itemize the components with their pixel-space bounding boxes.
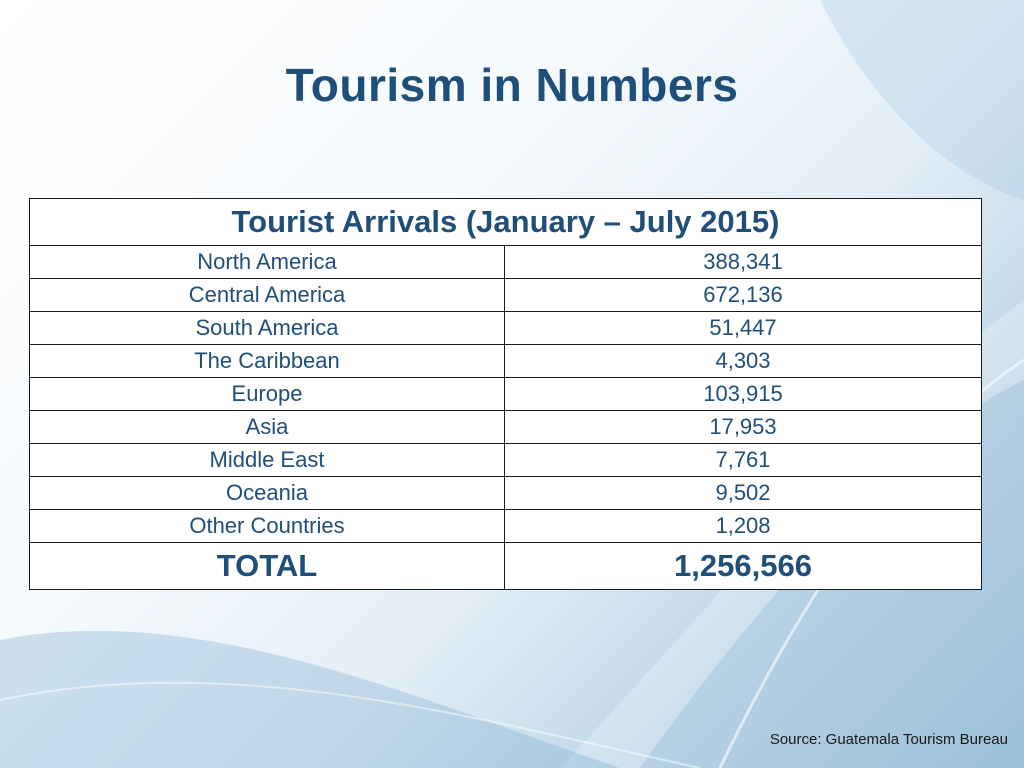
arrivals-cell: 17,953 xyxy=(504,410,982,444)
table-row: The Caribbean 4,303 xyxy=(29,344,982,378)
arrivals-cell: 103,915 xyxy=(504,377,982,411)
table-row: Other Countries 1,208 xyxy=(29,509,982,543)
total-value: 1,256,566 xyxy=(504,542,982,590)
table-row: South America 51,447 xyxy=(29,311,982,345)
total-row: TOTAL 1,256,566 xyxy=(29,542,982,590)
table-row: Oceania 9,502 xyxy=(29,476,982,510)
region-cell: South America xyxy=(29,311,505,345)
region-cell: Middle East xyxy=(29,443,505,477)
table-row: Central America 672,136 xyxy=(29,278,982,312)
arrivals-cell: 4,303 xyxy=(504,344,982,378)
slide-title: Tourism in Numbers xyxy=(285,59,739,111)
region-cell: The Caribbean xyxy=(29,344,505,378)
source-note: Source: Guatemala Tourism Bureau xyxy=(769,731,1008,748)
region-cell: North America xyxy=(29,245,505,279)
total-label: TOTAL xyxy=(29,542,505,590)
region-cell: Other Countries xyxy=(29,509,505,543)
arrivals-cell: 1,208 xyxy=(504,509,982,543)
region-cell: Central America xyxy=(29,278,505,312)
region-cell: Asia xyxy=(29,410,505,444)
table-row: North America 388,341 xyxy=(29,245,982,279)
arrivals-cell: 7,761 xyxy=(504,443,982,477)
arrivals-cell: 388,341 xyxy=(504,245,982,279)
tourist-arrivals-table: Tourist Arrivals (January – July 2015) N… xyxy=(29,198,982,590)
table-row: Asia 17,953 xyxy=(29,410,982,444)
table-row: Europe 103,915 xyxy=(29,377,982,411)
region-cell: Europe xyxy=(29,377,505,411)
table-row: Middle East 7,761 xyxy=(29,443,982,477)
region-cell: Oceania xyxy=(29,476,505,510)
arrivals-cell: 672,136 xyxy=(504,278,982,312)
tourist-arrivals-table-container: Tourist Arrivals (January – July 2015) N… xyxy=(29,198,982,590)
table-heading: Tourist Arrivals (January – July 2015) xyxy=(29,198,982,246)
arrivals-cell: 9,502 xyxy=(504,476,982,510)
arrivals-cell: 51,447 xyxy=(504,311,982,345)
table-heading-row: Tourist Arrivals (January – July 2015) xyxy=(29,198,982,246)
